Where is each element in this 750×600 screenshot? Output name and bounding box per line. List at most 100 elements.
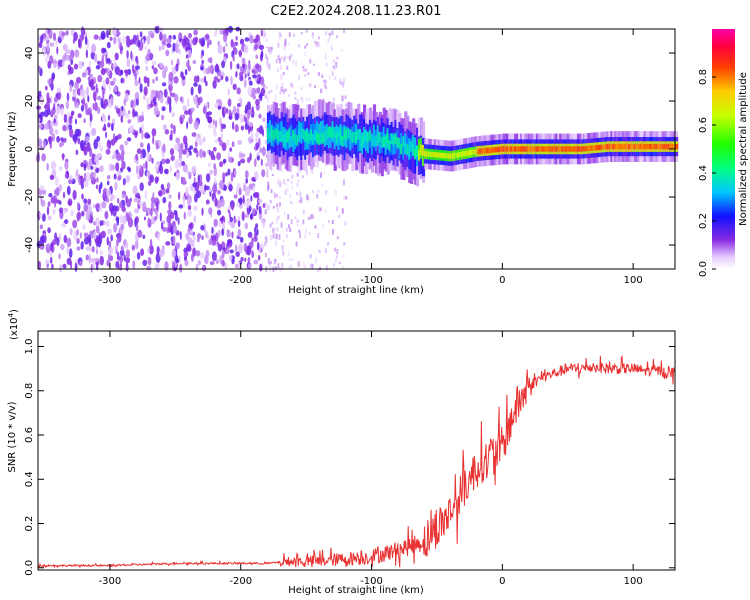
heatmap-cell (180, 142, 184, 151)
heatmap-cell (134, 131, 138, 139)
heatmap-cell (293, 33, 296, 37)
y-tick-label: 40 (24, 47, 35, 60)
heatmap-cell (86, 39, 90, 50)
heatmap-cell (81, 26, 84, 34)
heatmap-cell (304, 264, 307, 270)
heatmap-cell (510, 146, 514, 152)
heatmap-cell (253, 259, 259, 265)
heatmap-cell (313, 85, 316, 88)
heatmap-cell (39, 243, 45, 250)
heatmap-cell (265, 38, 268, 42)
heatmap-cell (205, 185, 210, 191)
heatmap-cell (164, 129, 170, 135)
heatmap-cell (203, 223, 206, 233)
heatmap-cell (238, 49, 242, 58)
heatmap-cell (308, 98, 311, 102)
heatmap-cell (254, 231, 257, 239)
heatmap-cell (317, 72, 320, 76)
heatmap-cell (333, 128, 337, 150)
heatmap-cell (65, 100, 69, 110)
heatmap-cell (221, 228, 225, 236)
heatmap-cell (203, 105, 206, 115)
heatmap-cell (258, 254, 261, 261)
heatmap-cell (267, 204, 270, 210)
heatmap-cell (190, 86, 194, 96)
heatmap-cell (110, 196, 113, 202)
heatmap-cell (288, 224, 290, 229)
heatmap-cell (336, 206, 338, 212)
heatmap-cell (246, 245, 252, 256)
heatmap-cell (99, 249, 104, 256)
heatmap-cell (93, 230, 97, 240)
heatmap-cell (248, 136, 251, 144)
heatmap-cell (421, 145, 426, 156)
heatmap-cell (525, 146, 530, 152)
heatmap-cell (308, 132, 312, 144)
heatmap-cell (136, 59, 139, 66)
heatmap-cell (292, 131, 296, 153)
heatmap-cell (267, 90, 270, 95)
heatmap-cell (388, 140, 392, 152)
heatmap-cell (331, 219, 334, 224)
heatmap-cell (122, 205, 126, 213)
heatmap-cell (390, 133, 394, 144)
heatmap-cell (159, 62, 164, 69)
heatmap-cell (376, 134, 380, 146)
heatmap-cell (100, 98, 104, 108)
heatmap-cell (300, 127, 304, 139)
heatmap-cell (149, 53, 154, 59)
heatmap-cell (655, 143, 659, 150)
heatmap-cell (268, 131, 273, 143)
colorbar-ticks: 0.0 0.2 0.4 0.6 0.8 (698, 69, 716, 277)
heatmap-cell (187, 43, 191, 51)
heatmap-cell (266, 57, 269, 64)
heatmap-cell (181, 96, 184, 105)
heatmap-cell (299, 232, 302, 239)
heatmap-cell (320, 172, 322, 178)
heatmap-cell (161, 43, 165, 51)
heatmap-cell (225, 172, 228, 177)
heatmap-cell (280, 56, 283, 61)
heatmap-cell (502, 146, 506, 152)
heatmap-cell (336, 35, 339, 39)
heatmap-cell (193, 215, 197, 223)
heatmap-cell (41, 153, 46, 162)
heatmap-cell (231, 141, 235, 148)
heatmap-cell (70, 49, 75, 59)
heatmap-cell (179, 263, 183, 273)
heatmap-cell (325, 129, 329, 140)
heatmap-cell (286, 131, 290, 143)
heatmap-cell (289, 55, 291, 61)
heatmap-cell (146, 35, 151, 45)
heatmap-cell (279, 103, 281, 106)
heatmap-cell (665, 143, 669, 150)
heatmap-cell (675, 143, 679, 150)
heatmap-cell (341, 95, 344, 102)
heatmap-cell (610, 143, 614, 150)
heatmap-cell (262, 220, 266, 228)
heatmap-cell (106, 142, 110, 148)
heatmap-cell (256, 74, 260, 82)
heatmap-cell (100, 30, 106, 40)
heatmap-cell (50, 82, 54, 91)
heatmap-cell (187, 48, 192, 59)
heatmap-cell (290, 264, 293, 270)
heatmap-cell (85, 171, 91, 182)
heatmap-cell (299, 191, 302, 198)
heatmap-cell (139, 115, 145, 123)
heatmap-cell (105, 220, 109, 226)
heatmap-cell (208, 207, 213, 215)
heatmap-cell (286, 65, 289, 70)
heatmap-cell (569, 146, 573, 152)
heatmap-cell (537, 146, 541, 152)
heatmap-cell (317, 268, 320, 272)
heatmap-cell (239, 66, 243, 72)
heatmap-cell (541, 146, 545, 152)
heatmap-cell (659, 143, 663, 150)
heatmap-cell (250, 195, 253, 202)
heatmap-cell (277, 55, 280, 60)
heatmap-cell (268, 63, 271, 70)
heatmap-cell (396, 137, 400, 148)
heatmap-cell (99, 146, 104, 152)
